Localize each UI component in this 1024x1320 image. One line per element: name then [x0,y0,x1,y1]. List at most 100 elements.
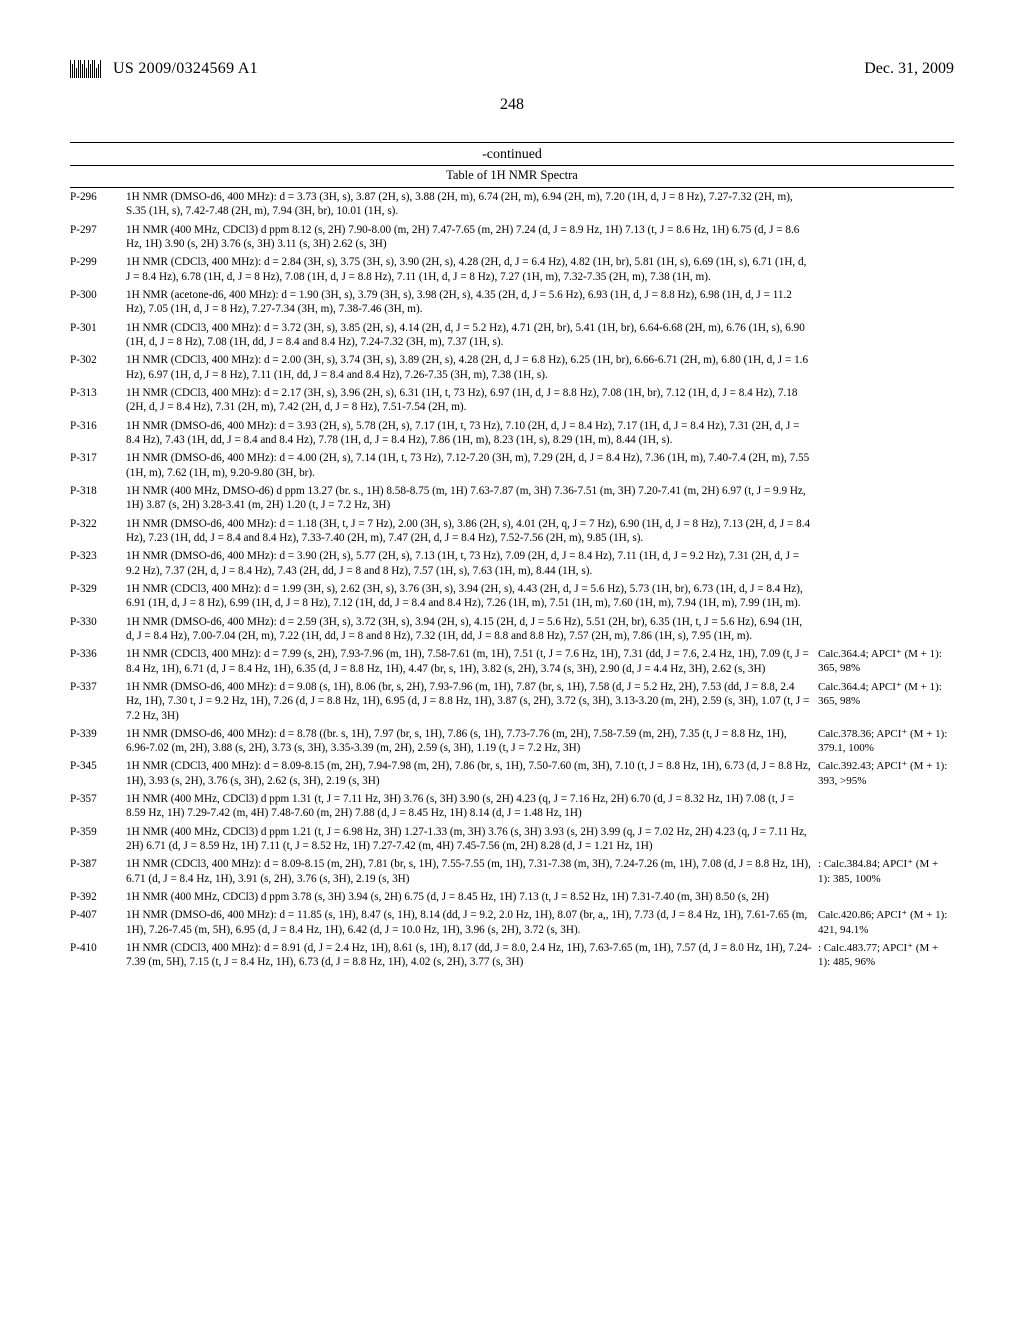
mass-spec [818,823,954,856]
compound-id: P-329 [70,580,126,613]
mass-spec: : Calc.483.77; APCI⁺ (M + 1): 485, 96% [818,939,954,972]
mass-spec: Calc.364.4; APCI⁺ (M + 1): 365, 98% [818,678,954,725]
nmr-spectrum: 1H NMR (400 MHz, CDCl3) d ppm 1.31 (t, J… [126,790,818,823]
table-row: P-3021H NMR (CDCl3, 400 MHz): d = 2.00 (… [70,351,954,384]
mid-rule-1 [70,165,954,166]
compound-id: P-337 [70,678,126,725]
nmr-spectrum: 1H NMR (DMSO-d6, 400 MHz): d = 3.90 (2H,… [126,547,818,580]
nmr-spectrum: 1H NMR (DMSO-d6, 400 MHz): d = 9.08 (s, … [126,678,818,725]
mass-spec [818,253,954,286]
table-row: P-3291H NMR (CDCl3, 400 MHz): d = 1.99 (… [70,580,954,613]
mass-spec [818,417,954,450]
mass-spec [818,351,954,384]
table-row: P-3371H NMR (DMSO-d6, 400 MHz): d = 9.08… [70,678,954,725]
compound-id: P-407 [70,906,126,939]
table-row: P-3171H NMR (DMSO-d6, 400 MHz): d = 4.00… [70,449,954,482]
continued-label: -continued [70,147,954,163]
nmr-spectrum: 1H NMR (CDCl3, 400 MHz): d = 3.72 (3H, s… [126,319,818,352]
table-row: P-3001H NMR (acetone-d6, 400 MHz): d = 1… [70,286,954,319]
table-row: P-3181H NMR (400 MHz, DMSO-d6) d ppm 13.… [70,482,954,515]
page-header: US 2009/0324569 A1 Dec. 31, 2009 [70,60,954,78]
mass-spec [818,319,954,352]
table-row: P-3231H NMR (DMSO-d6, 400 MHz): d = 3.90… [70,547,954,580]
compound-id: P-323 [70,547,126,580]
nmr-spectrum: 1H NMR (CDCl3, 400 MHz): d = 8.09-8.15 (… [126,855,818,888]
nmr-spectrum: 1H NMR (CDCl3, 400 MHz): d = 2.00 (3H, s… [126,351,818,384]
compound-id: P-296 [70,188,126,221]
compound-id: P-322 [70,515,126,548]
patent-page: US 2009/0324569 A1 Dec. 31, 2009 248 -co… [0,0,1024,1320]
nmr-spectrum: 1H NMR (DMSO-d6, 400 MHz): d = 11.85 (s,… [126,906,818,939]
mass-spec [818,286,954,319]
nmr-spectrum: 1H NMR (acetone-d6, 400 MHz): d = 1.90 (… [126,286,818,319]
mass-spec: Calc.364.4; APCI⁺ (M + 1): 365, 98% [818,645,954,678]
nmr-spectrum: 1H NMR (DMSO-d6, 400 MHz): d = 3.73 (3H,… [126,188,818,221]
table-row: P-2991H NMR (CDCl3, 400 MHz): d = 2.84 (… [70,253,954,286]
compound-id: P-345 [70,757,126,790]
mass-spec [818,221,954,254]
table-row: P-3591H NMR (400 MHz, CDCl3) d ppm 1.21 … [70,823,954,856]
table-row: P-3871H NMR (CDCl3, 400 MHz): d = 8.09-8… [70,855,954,888]
mass-spec [818,515,954,548]
nmr-spectrum: 1H NMR (DMSO-d6, 400 MHz): d = 2.59 (3H,… [126,613,818,646]
mass-spec: Calc.420.86; APCI⁺ (M + 1): 421, 94.1% [818,906,954,939]
page-number: 248 [70,96,954,114]
nmr-spectrum: 1H NMR (DMSO-d6, 400 MHz): d = 8.78 ((br… [126,725,818,758]
nmr-spectrum: 1H NMR (400 MHz, DMSO-d6) d ppm 13.27 (b… [126,482,818,515]
barcode-icon [70,60,101,78]
table-row: P-3391H NMR (DMSO-d6, 400 MHz): d = 8.78… [70,725,954,758]
table-row: P-3921H NMR (400 MHz, CDCl3) d ppm 3.78 … [70,888,954,906]
table-row: P-3131H NMR (CDCl3, 400 MHz): d = 2.17 (… [70,384,954,417]
mass-spec [818,613,954,646]
compound-id: P-313 [70,384,126,417]
mass-spec [818,482,954,515]
mass-spec [818,188,954,221]
table-title: Table of 1H NMR Spectra [70,168,954,183]
mass-spec [818,547,954,580]
nmr-spectrum: 1H NMR (DMSO-d6, 400 MHz): d = 1.18 (3H,… [126,515,818,548]
compound-id: P-301 [70,319,126,352]
compound-id: P-316 [70,417,126,450]
table-row: P-2971H NMR (400 MHz, CDCl3) d ppm 8.12 … [70,221,954,254]
mass-spec [818,790,954,823]
table-row: P-3451H NMR (CDCl3, 400 MHz): d = 8.09-8… [70,757,954,790]
mass-spec [818,888,954,906]
publication-date: Dec. 31, 2009 [864,60,954,78]
compound-id: P-357 [70,790,126,823]
compound-id: P-318 [70,482,126,515]
compound-id: P-317 [70,449,126,482]
compound-id: P-410 [70,939,126,972]
compound-id: P-387 [70,855,126,888]
nmr-spectrum: 1H NMR (CDCl3, 400 MHz): d = 8.09-8.15 (… [126,757,818,790]
compound-id: P-359 [70,823,126,856]
compound-id: P-297 [70,221,126,254]
nmr-spectrum: 1H NMR (400 MHz, CDCl3) d ppm 3.78 (s, 3… [126,888,818,906]
table-row: P-3361H NMR (CDCl3, 400 MHz): d = 7.99 (… [70,645,954,678]
compound-id: P-336 [70,645,126,678]
nmr-table: P-2961H NMR (DMSO-d6, 400 MHz): d = 3.73… [70,188,954,972]
nmr-spectrum: 1H NMR (CDCl3, 400 MHz): d = 7.99 (s, 2H… [126,645,818,678]
compound-id: P-339 [70,725,126,758]
table-row: P-3571H NMR (400 MHz, CDCl3) d ppm 1.31 … [70,790,954,823]
table-row: P-3161H NMR (DMSO-d6, 400 MHz): d = 3.93… [70,417,954,450]
mass-spec [818,449,954,482]
publication-id: US 2009/0324569 A1 [113,60,258,78]
compound-id: P-300 [70,286,126,319]
mass-spec: : Calc.384.84; APCI⁺ (M + 1): 385, 100% [818,855,954,888]
table-row: P-4101H NMR (CDCl3, 400 MHz): d = 8.91 (… [70,939,954,972]
table-row: P-3011H NMR (CDCl3, 400 MHz): d = 3.72 (… [70,319,954,352]
mass-spec [818,384,954,417]
nmr-spectrum: 1H NMR (400 MHz, CDCl3) d ppm 1.21 (t, J… [126,823,818,856]
nmr-spectrum: 1H NMR (CDCl3, 400 MHz): d = 8.91 (d, J … [126,939,818,972]
nmr-spectrum: 1H NMR (CDCl3, 400 MHz): d = 2.17 (3H, s… [126,384,818,417]
header-left: US 2009/0324569 A1 [70,60,258,78]
nmr-spectrum: 1H NMR (400 MHz, CDCl3) d ppm 8.12 (s, 2… [126,221,818,254]
nmr-spectrum: 1H NMR (DMSO-d6, 400 MHz): d = 3.93 (2H,… [126,417,818,450]
table-row: P-4071H NMR (DMSO-d6, 400 MHz): d = 11.8… [70,906,954,939]
compound-id: P-330 [70,613,126,646]
compound-id: P-302 [70,351,126,384]
table-row: P-3301H NMR (DMSO-d6, 400 MHz): d = 2.59… [70,613,954,646]
nmr-spectrum: 1H NMR (CDCl3, 400 MHz): d = 2.84 (3H, s… [126,253,818,286]
nmr-spectrum: 1H NMR (CDCl3, 400 MHz): d = 1.99 (3H, s… [126,580,818,613]
nmr-spectrum: 1H NMR (DMSO-d6, 400 MHz): d = 4.00 (2H,… [126,449,818,482]
